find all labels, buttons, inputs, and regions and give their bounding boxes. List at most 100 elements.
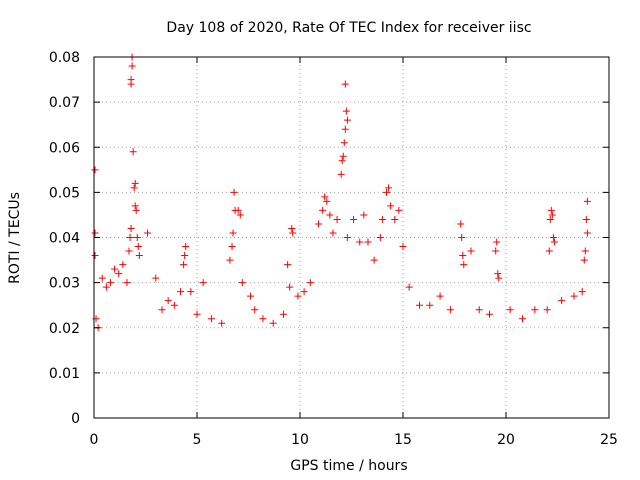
- chart-title: Day 108 of 2020, Rate Of TEC Index for r…: [166, 20, 531, 36]
- data-point-0-14: [127, 224, 135, 232]
- data-point-0-94: [446, 306, 454, 314]
- data-point-0-38: [199, 279, 207, 287]
- data-point-0-88: [395, 206, 403, 214]
- y-tick-label-4: 0.04: [49, 231, 80, 247]
- data-point-0-66: [329, 229, 337, 237]
- data-point-0-72: [341, 125, 349, 133]
- data-point-0-73: [342, 107, 350, 115]
- data-point-0-104: [494, 270, 502, 278]
- data-point-0-49: [247, 292, 255, 300]
- data-point-0-98: [460, 261, 468, 269]
- data-point-0-101: [486, 310, 494, 318]
- data-point-0-123: [583, 229, 591, 237]
- data-point-0-2: [91, 252, 99, 260]
- data-point-0-108: [531, 306, 539, 314]
- data-point-0-21: [131, 179, 139, 187]
- data-point-0-56: [288, 224, 296, 232]
- data-point-0-37: [193, 310, 201, 318]
- data-point-0-70: [339, 152, 347, 160]
- data-point-0-79: [360, 211, 368, 219]
- x-tick-label-2: 10: [291, 432, 309, 448]
- data-point-0-112: [547, 206, 555, 214]
- data-point-0-58: [294, 292, 302, 300]
- data-point-0-68: [337, 170, 345, 178]
- data-point-0-96: [458, 234, 466, 241]
- data-point-0-114: [549, 234, 557, 241]
- data-point-0-5: [98, 274, 106, 282]
- data-point-0-64: [323, 197, 331, 205]
- data-point-0-89: [399, 243, 407, 251]
- data-point-0-23: [132, 206, 140, 214]
- grid-lines: [94, 57, 609, 418]
- data-point-0-121: [582, 215, 590, 223]
- data-point-0-103: [493, 238, 501, 246]
- data-point-0-63: [321, 193, 329, 201]
- data-point-0-118: [578, 288, 586, 296]
- data-point-0-77: [350, 215, 358, 223]
- data-point-0-19: [129, 148, 137, 156]
- data-point-0-75: [341, 80, 349, 88]
- data-point-0-82: [376, 234, 384, 241]
- data-point-0-26: [135, 252, 143, 260]
- data-point-0-33: [180, 261, 188, 269]
- data-point-0-97: [459, 252, 467, 260]
- x-tick-label-4: 20: [497, 432, 515, 448]
- data-point-0-109: [543, 306, 551, 314]
- data-point-0-86: [387, 202, 395, 210]
- y-tick-label-2: 0.02: [49, 321, 80, 337]
- data-point-0-92: [426, 301, 434, 309]
- data-point-0-100: [475, 306, 483, 314]
- data-point-0-93: [436, 292, 444, 300]
- data-point-0-25: [134, 243, 142, 251]
- data-point-0-116: [558, 297, 566, 305]
- data-point-0-17: [128, 62, 136, 70]
- data-point-0-62: [319, 206, 327, 214]
- data-point-0-11: [123, 279, 131, 287]
- data-point-0-24: [133, 234, 141, 241]
- data-point-0-71: [340, 139, 348, 147]
- data-point-0-42: [228, 243, 236, 251]
- data-point-0-111: [546, 215, 554, 223]
- data-point-0-102: [492, 247, 500, 255]
- data-point-0-32: [177, 288, 185, 296]
- y-tick-label-0: 0: [71, 411, 80, 427]
- data-point-0-120: [581, 247, 589, 255]
- data-point-0-22: [131, 202, 139, 210]
- data-point-0-36: [187, 288, 195, 296]
- data-point-0-115: [550, 238, 558, 246]
- plot-frame: [93, 56, 610, 419]
- data-point-0-9: [115, 270, 123, 278]
- y-tick-label-3: 0.03: [49, 276, 80, 292]
- data-point-0-34: [181, 252, 189, 260]
- data-point-0-46: [234, 206, 242, 214]
- data-point-0-6: [102, 283, 110, 291]
- data-point-0-40: [218, 319, 226, 327]
- data-point-0-1: [91, 229, 99, 237]
- data-point-0-7: [106, 279, 114, 287]
- data-point-0-91: [415, 301, 423, 309]
- data-point-0-35: [182, 243, 190, 251]
- data-point-0-74: [343, 116, 351, 124]
- data-point-0-47: [236, 211, 244, 219]
- data-point-0-85: [385, 184, 393, 192]
- x-tick-labels: 0 5 10 15 20 25: [90, 432, 618, 448]
- data-point-0-50: [251, 306, 259, 314]
- data-point-0-90: [405, 283, 413, 291]
- data-point-0-53: [280, 310, 288, 318]
- data-point-0-55: [286, 283, 294, 291]
- axis-ticks: [93, 56, 610, 419]
- data-point-0-30: [164, 297, 172, 305]
- data-point-0-99: [467, 247, 475, 255]
- data-point-0-29: [158, 306, 166, 314]
- y-tick-label-8: 0.08: [49, 50, 80, 66]
- x-tick-label-1: 5: [193, 432, 202, 448]
- x-tick-label-5: 25: [600, 432, 618, 448]
- y-axis-label: ROTI / TECUs: [7, 192, 23, 284]
- data-point-0-84: [383, 188, 391, 196]
- data-point-0-119: [580, 256, 588, 264]
- data-point-0-41: [226, 256, 234, 264]
- data-point-0-28: [152, 274, 160, 282]
- data-point-0-122: [583, 197, 591, 205]
- data-point-0-27: [144, 229, 152, 237]
